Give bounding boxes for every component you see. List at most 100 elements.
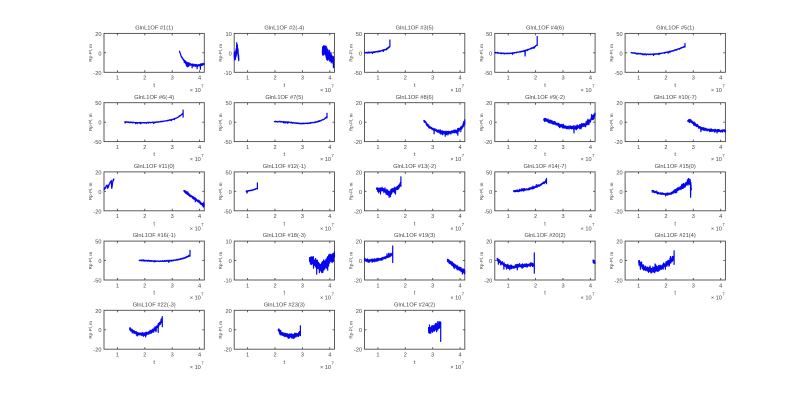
- svg-text:0: 0: [619, 51, 622, 57]
- svg-text:GlnL1OF #7(5): GlnL1OF #7(5): [265, 95, 303, 101]
- svg-text:7: 7: [332, 361, 335, 366]
- svg-text:7: 7: [332, 291, 335, 296]
- svg-text:4: 4: [459, 283, 462, 289]
- svg-text:3: 3: [431, 76, 434, 82]
- svg-text:4: 4: [459, 76, 462, 82]
- svg-text:t: t: [414, 83, 416, 89]
- svg-text:t: t: [414, 360, 416, 366]
- svg-text:1: 1: [116, 353, 119, 359]
- svg-text:1: 1: [116, 145, 119, 151]
- svg-text:1: 1: [637, 145, 640, 151]
- svg-text:0: 0: [98, 259, 101, 265]
- svg-text:1: 1: [507, 214, 510, 220]
- svg-text:GlnL1OF #16(-1): GlnL1OF #16(-1): [133, 233, 176, 239]
- svg-text:t: t: [284, 83, 286, 89]
- svg-text:GlnL1OF #2(-4): GlnL1OF #2(-4): [264, 26, 304, 32]
- svg-text:4: 4: [328, 76, 331, 82]
- svg-text:3: 3: [561, 76, 564, 82]
- svg-text:2: 2: [534, 76, 537, 82]
- svg-text:50: 50: [95, 240, 101, 246]
- svg-text:-20: -20: [354, 348, 362, 354]
- svg-text:3: 3: [692, 145, 695, 151]
- svg-text:7: 7: [201, 222, 204, 227]
- svg-text:Rp-Pl, m: Rp-Pl, m: [88, 113, 93, 131]
- svg-text:4: 4: [328, 283, 331, 289]
- svg-text:2: 2: [534, 283, 537, 289]
- svg-text:4: 4: [328, 214, 331, 220]
- svg-text:× 10: × 10: [320, 157, 331, 163]
- svg-text:× 10: × 10: [450, 296, 461, 302]
- svg-text:0: 0: [359, 51, 362, 57]
- svg-text:7: 7: [592, 153, 595, 158]
- svg-text:Rp-Pl, m: Rp-Pl, m: [218, 252, 223, 270]
- svg-text:GlnL1OF #14(-7): GlnL1OF #14(-7): [524, 164, 567, 170]
- svg-text:2: 2: [664, 214, 667, 220]
- svg-text:4: 4: [589, 145, 592, 151]
- svg-text:1: 1: [376, 283, 379, 289]
- svg-text:GlnL1OF #24(2): GlnL1OF #24(2): [394, 302, 435, 308]
- svg-text:7: 7: [201, 361, 204, 366]
- svg-text:-20: -20: [615, 279, 623, 285]
- svg-text:20: 20: [616, 170, 622, 176]
- svg-text:-20: -20: [354, 140, 362, 146]
- svg-text:1: 1: [507, 145, 510, 151]
- svg-text:20: 20: [356, 240, 362, 246]
- svg-text:-20: -20: [615, 140, 623, 146]
- svg-text:× 10: × 10: [190, 226, 201, 232]
- svg-text:0: 0: [489, 121, 492, 127]
- svg-text:0: 0: [619, 259, 622, 265]
- svg-text:3: 3: [692, 76, 695, 82]
- svg-text:7: 7: [332, 84, 335, 89]
- svg-text:1: 1: [376, 214, 379, 220]
- svg-text:× 10: × 10: [320, 88, 331, 94]
- svg-text:Rp-Pl, m: Rp-Pl, m: [609, 113, 614, 131]
- svg-text:7: 7: [592, 84, 595, 89]
- svg-text:20: 20: [486, 101, 492, 107]
- svg-text:t: t: [674, 291, 676, 297]
- svg-text:3: 3: [171, 353, 174, 359]
- svg-text:1: 1: [507, 283, 510, 289]
- svg-text:-50: -50: [484, 71, 492, 77]
- svg-text:Rp-Pl, m: Rp-Pl, m: [349, 321, 354, 339]
- svg-text:7: 7: [201, 84, 204, 89]
- svg-text:4: 4: [328, 145, 331, 151]
- svg-text:7: 7: [722, 153, 725, 158]
- svg-text:Rp-Pl, m: Rp-Pl, m: [609, 182, 614, 200]
- svg-text:× 10: × 10: [320, 365, 331, 371]
- svg-text:2: 2: [143, 214, 146, 220]
- svg-text:2: 2: [404, 76, 407, 82]
- svg-text:t: t: [414, 152, 416, 158]
- svg-text:3: 3: [301, 214, 304, 220]
- svg-text:0: 0: [359, 259, 362, 265]
- svg-text:× 10: × 10: [190, 296, 201, 302]
- svg-text:2: 2: [404, 214, 407, 220]
- svg-text:7: 7: [462, 361, 465, 366]
- svg-text:-20: -20: [93, 71, 101, 77]
- svg-text:3: 3: [431, 145, 434, 151]
- svg-text:0: 0: [359, 190, 362, 196]
- svg-text:Rp-Pl, m: Rp-Pl, m: [218, 113, 223, 131]
- svg-text:GlnL1OF #1(1): GlnL1OF #1(1): [135, 26, 173, 32]
- svg-text:-20: -20: [93, 209, 101, 215]
- svg-text:20: 20: [95, 170, 101, 176]
- svg-text:4: 4: [459, 145, 462, 151]
- svg-text:Rp-Pl, m: Rp-Pl, m: [609, 252, 614, 270]
- svg-text:-10: -10: [224, 71, 232, 77]
- svg-text:7: 7: [722, 84, 725, 89]
- svg-text:0: 0: [98, 51, 101, 57]
- svg-text:50: 50: [225, 101, 231, 107]
- svg-text:Rp-Pl, m: Rp-Pl, m: [349, 113, 354, 131]
- svg-text:t: t: [153, 152, 155, 158]
- svg-text:50: 50: [356, 32, 362, 38]
- svg-text:0: 0: [229, 259, 232, 265]
- svg-text:GlnL1OF #10(-7): GlnL1OF #10(-7): [654, 95, 697, 101]
- svg-text:0: 0: [489, 190, 492, 196]
- svg-text:1: 1: [376, 353, 379, 359]
- svg-text:GlnL1OF #8(6): GlnL1OF #8(6): [396, 95, 434, 101]
- svg-text:0: 0: [229, 190, 232, 196]
- svg-text:× 10: × 10: [190, 88, 201, 94]
- svg-text:4: 4: [589, 76, 592, 82]
- svg-text:20: 20: [616, 101, 622, 107]
- svg-text:1: 1: [507, 76, 510, 82]
- svg-text:2: 2: [273, 214, 276, 220]
